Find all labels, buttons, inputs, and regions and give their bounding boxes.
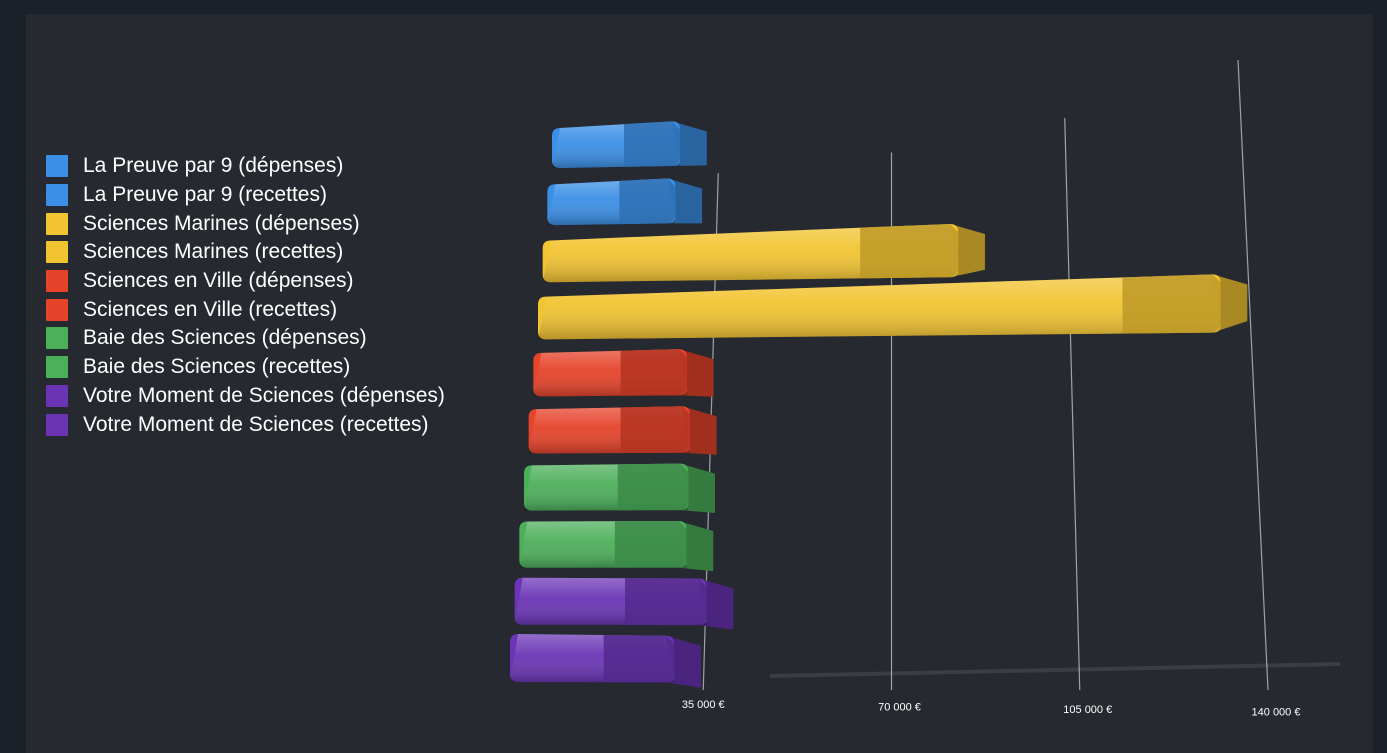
- bar-side-face: [681, 406, 717, 455]
- legend-label: Sciences en Ville (dépenses): [83, 269, 354, 293]
- bar-side-face: [950, 224, 985, 278]
- legend-label: Baie des Sciences (recettes): [83, 355, 351, 379]
- bar-side-face: [678, 520, 714, 572]
- bar-side-face: [1212, 274, 1248, 333]
- bar-side-face: [678, 349, 714, 397]
- x-tick-label: 105 000 €: [1063, 704, 1112, 716]
- bar: [510, 634, 701, 688]
- legend-swatch: [46, 184, 68, 207]
- legend-item: Sciences Marines (dépenses): [46, 209, 445, 238]
- bar-end-face: [614, 520, 687, 568]
- legend-label: Votre Moment de Sciences (recettes): [83, 412, 429, 436]
- legend-label: Sciences Marines (recettes): [83, 240, 344, 264]
- gridline: [1237, 59, 1269, 691]
- bar: [524, 463, 715, 513]
- legend-item: Sciences en Ville (dépenses): [46, 267, 445, 296]
- legend-swatch: [46, 413, 68, 436]
- legend-swatch: [46, 270, 68, 293]
- bar-end-face: [617, 463, 689, 511]
- bar-side-face: [667, 178, 703, 224]
- legend-item: Baie des Sciences (dépenses): [46, 324, 445, 353]
- bar: [538, 274, 1248, 340]
- legend-item: Votre Moment de Sciences (recettes): [46, 410, 445, 439]
- bar-end-face: [860, 224, 959, 279]
- legend-item: Votre Moment de Sciences (dépenses): [46, 382, 445, 411]
- legend-swatch: [46, 212, 68, 235]
- bar: [542, 224, 985, 283]
- legend-label: La Preuve par 9 (dépenses): [83, 154, 344, 178]
- bar: [514, 577, 734, 630]
- legend-swatch: [46, 327, 68, 350]
- bar-end-face: [620, 349, 687, 396]
- bar-side-face: [672, 121, 707, 167]
- legend-label: Votre Moment de Sciences (dépenses): [83, 383, 445, 407]
- legend-swatch: [46, 384, 68, 407]
- legend-item: Sciences Marines (recettes): [46, 238, 445, 267]
- bar: [519, 520, 714, 572]
- bar-end-face: [620, 406, 690, 454]
- legend-swatch: [46, 356, 68, 379]
- legend-item: La Preuve par 9 (dépenses): [46, 152, 445, 181]
- bar-side-face: [666, 635, 701, 688]
- legend-swatch: [46, 241, 68, 264]
- bar: [533, 349, 714, 397]
- legend-item: Baie des Sciences (recettes): [46, 353, 445, 382]
- bar-highlight: [538, 274, 1221, 340]
- gridline: [1064, 118, 1081, 691]
- chart-legend: La Preuve par 9 (dépenses) La Preuve par …: [46, 152, 445, 439]
- legend-swatch: [46, 298, 68, 321]
- bar-end-face: [619, 178, 676, 225]
- bar-highlight: [542, 224, 959, 283]
- x-tick-label: 70 000 €: [878, 702, 921, 714]
- legend-item: La Preuve par 9 (recettes): [46, 181, 445, 210]
- legend-label: Sciences Marines (dépenses): [83, 211, 360, 235]
- floor-line: [769, 662, 1341, 678]
- legend-label: La Preuve par 9 (recettes): [83, 183, 327, 207]
- bar-end-face: [625, 578, 707, 626]
- bar: [528, 406, 717, 455]
- legend-swatch: [46, 155, 68, 178]
- bar-end-face: [624, 121, 680, 167]
- bar-end-face: [603, 635, 675, 683]
- bar: [547, 178, 703, 226]
- bar-end-face: [1122, 274, 1221, 334]
- bar: [552, 121, 707, 168]
- x-tick-label: 35 000 €: [682, 699, 725, 711]
- bar-side-face: [698, 578, 734, 630]
- legend-label: Baie des Sciences (dépenses): [83, 326, 367, 350]
- x-tick-label: 140 000 €: [1252, 707, 1301, 719]
- legend-label: Sciences en Ville (recettes): [83, 297, 338, 321]
- bar-side-face: [680, 463, 715, 513]
- legend-item: Sciences en Ville (recettes): [46, 295, 445, 324]
